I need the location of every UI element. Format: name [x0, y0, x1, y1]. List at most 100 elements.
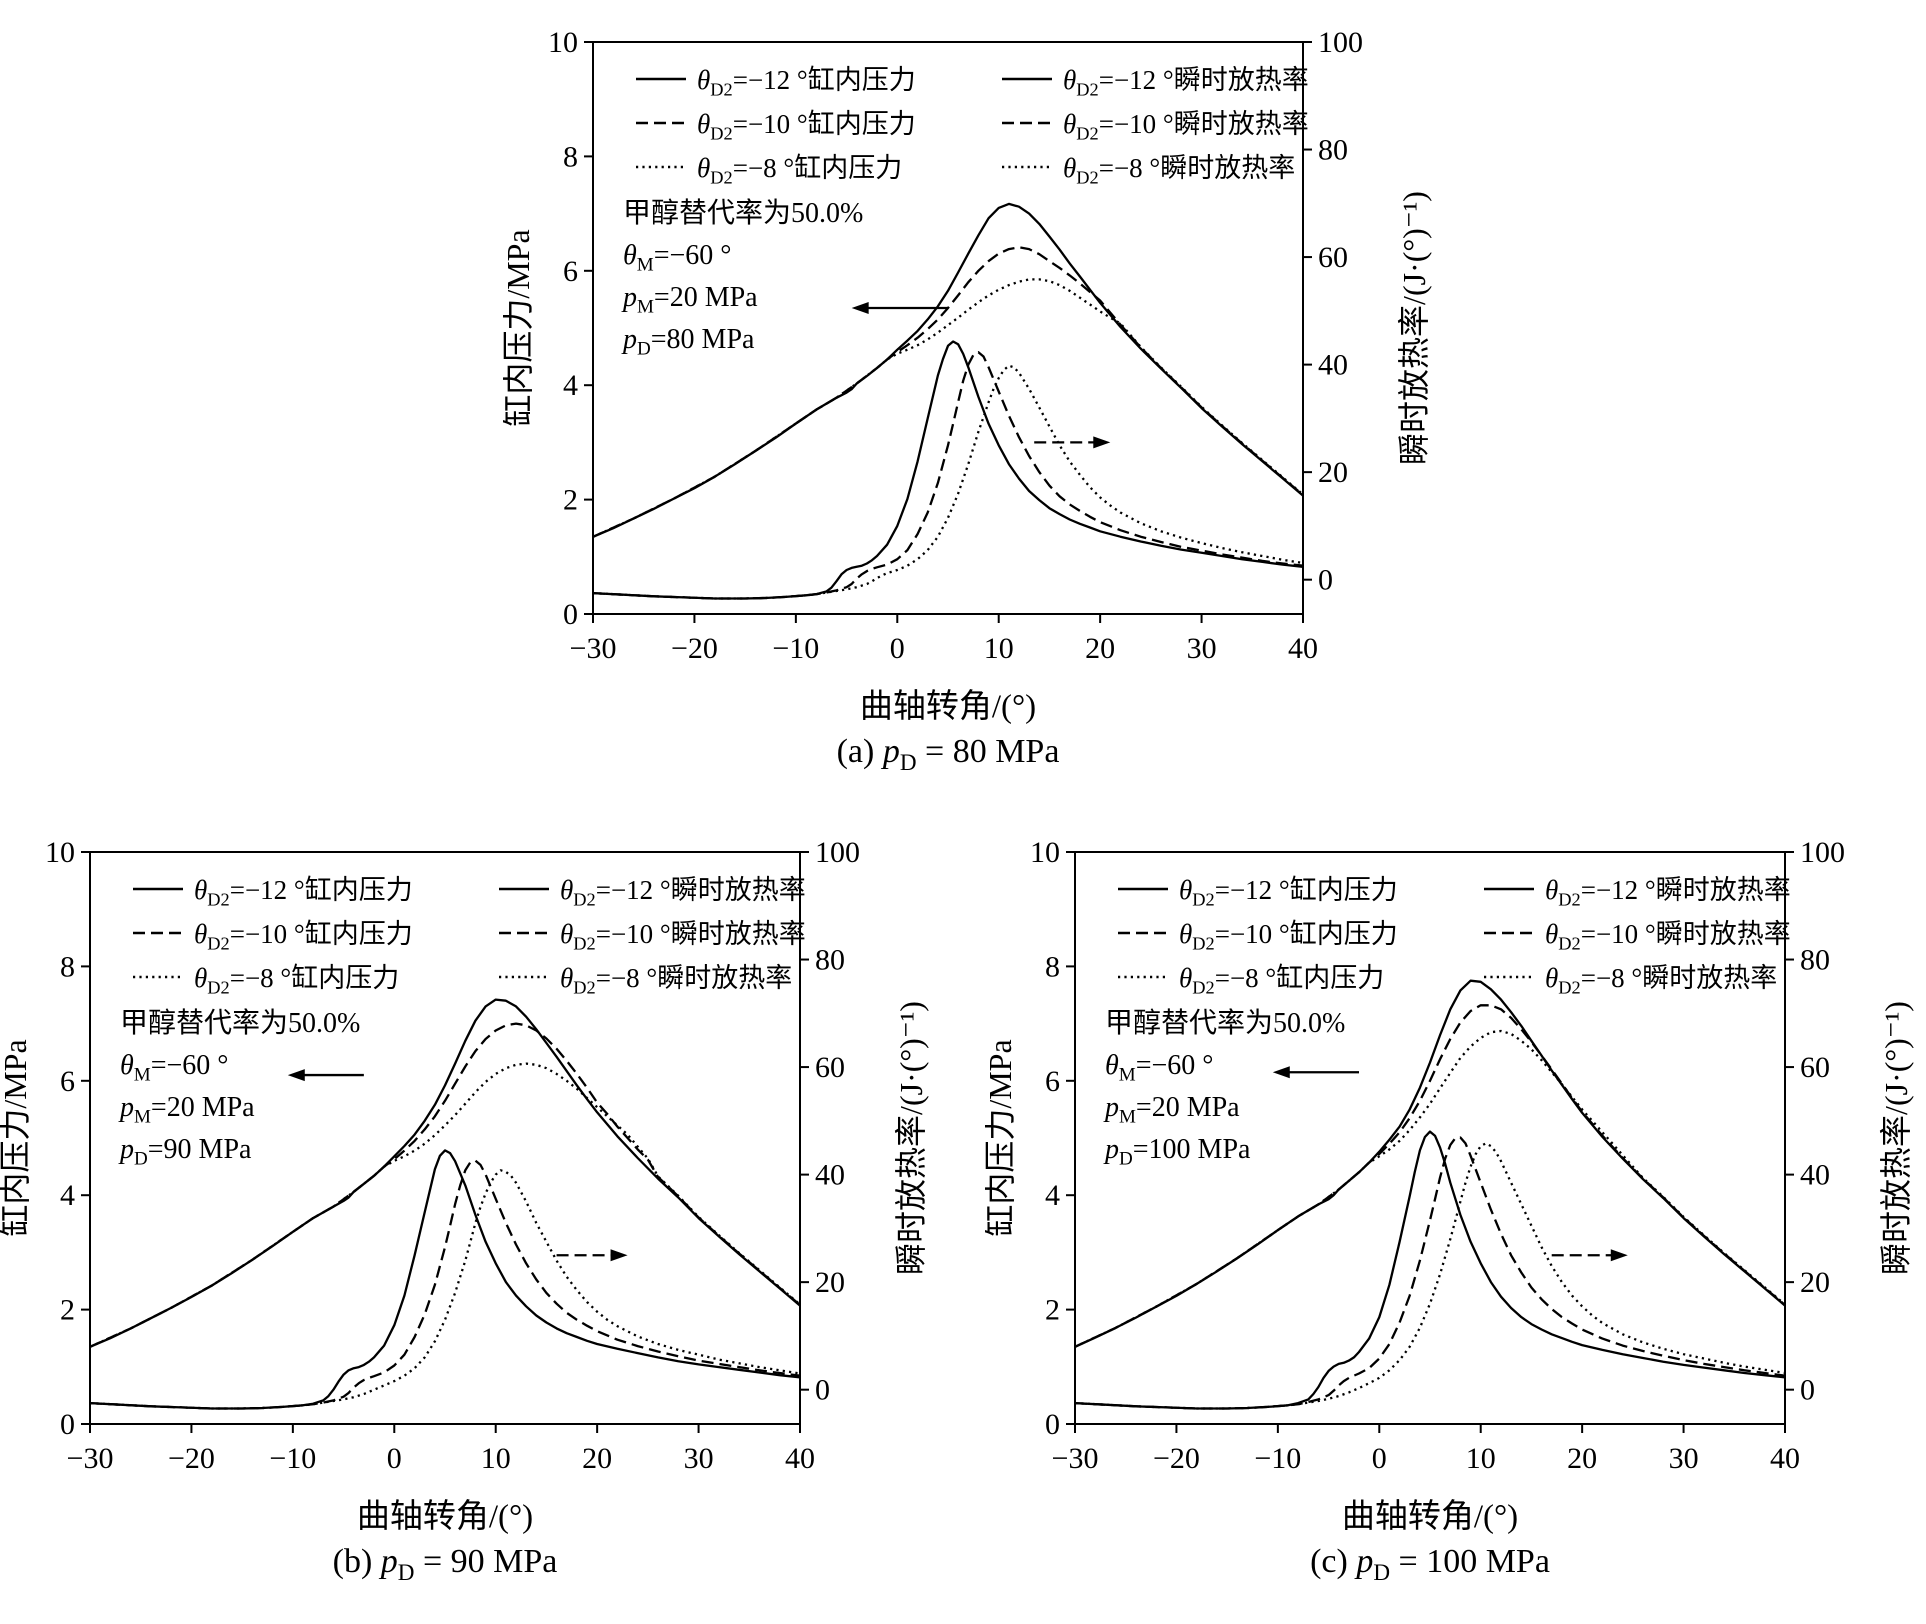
legend-line-dashed-icon — [1002, 121, 1052, 125]
subfigure-caption-c: (c) pD = 100 MPa — [1310, 1543, 1550, 1586]
x-tick-label: 40 — [785, 1442, 815, 1475]
axes-frame — [592, 41, 1304, 615]
annotation-line: 甲醇替代率为50.0% — [623, 198, 864, 229]
y-right-tick-label: 20 — [1800, 1266, 1830, 1299]
x-axis-label: 曲轴转角/(°) — [1342, 1498, 1518, 1535]
annotation-line: θM=−60 ° — [1105, 1050, 1214, 1086]
y-right-tick-label: 80 — [1318, 134, 1348, 167]
arrow-head-icon — [851, 301, 869, 314]
legend-pressure: θD2=−12 °缸内压力 θD2=−10 °缸内压力 θD2=−8 °缸内压力 — [635, 57, 916, 189]
legend-item: θD2=−10 °缸内压力 — [1117, 911, 1398, 955]
legend-item: θD2=−8 °瞬时放热率 — [1483, 955, 1791, 999]
x-tick-label: 10 — [481, 1442, 511, 1475]
y-left-tick-label: 10 — [1030, 836, 1060, 869]
legend-label: θD2=−12 °缸内压力 — [1179, 874, 1398, 910]
y-axis-label-right: 瞬时放热率/(J·(°)⁻¹) — [1396, 191, 1432, 465]
legend-line-dotted-icon — [1118, 975, 1168, 979]
legend-item: θD2=−8 °缸内压力 — [132, 955, 413, 999]
series-pressure_m8 — [89, 1062, 801, 1348]
x-tick-label: 20 — [1085, 632, 1115, 665]
y-axis-label-right: 瞬时放热率/(J·(°)⁻¹) — [1878, 1001, 1914, 1275]
legend-item: θD2=−10 °瞬时放热率 — [1001, 101, 1309, 145]
legend-item: θD2=−8 °缸内压力 — [635, 145, 916, 189]
x-tick-label: −20 — [671, 632, 718, 665]
legend-item: θD2=−12 °瞬时放热率 — [1001, 57, 1309, 101]
chart-a: −30 −20 −10 0 10 20 30 40 0 2 4 6 8 10 0 20 40 60 80 100 缸内压… — [503, 17, 1453, 807]
y-right-tick-label: 60 — [1318, 241, 1348, 274]
legend-line-solid-icon — [1118, 887, 1168, 891]
y-axis-label-left: 缸内压力/MPa — [985, 1039, 1018, 1236]
legend-label: θD2=−12 °瞬时放热率 — [1063, 64, 1309, 100]
legend-line-solid-icon — [1484, 887, 1534, 891]
x-tick-label: 20 — [582, 1442, 612, 1475]
y-right-tick-label: 0 — [815, 1374, 830, 1407]
y-axis-label-left: 缸内压力/MPa — [0, 1039, 33, 1236]
y-left-tick-label: 0 — [563, 598, 578, 631]
legend-line-dotted-icon — [636, 165, 686, 169]
annotation-line: pM=20 MPa — [1105, 1092, 1240, 1128]
y-left-tick-label: 6 — [1045, 1065, 1060, 1098]
legend-label: θD2=−12 °缸内压力 — [194, 874, 413, 910]
annotation-line: pM=20 MPa — [120, 1092, 255, 1128]
series-pressure_m8 — [592, 278, 1304, 538]
series-hrr_m12 — [592, 340, 1304, 600]
subfigure-caption-a: (a) pD = 80 MPa — [836, 733, 1060, 776]
plot-svg-c: −30 −20 −10 0 10 20 30 400246810020406080100缸内压… — [985, 836, 1914, 1535]
legend-line-solid-icon — [636, 77, 686, 81]
y-left-tick-label: 8 — [60, 950, 75, 983]
y-right-tick-label: 20 — [1318, 456, 1348, 489]
y-left-tick-label: 10 — [45, 836, 75, 869]
plot-svg-b: −30 −20 −10 0 10 20 30 400246810020406080100缸内压… — [0, 836, 929, 1535]
y-right-tick-label: 0 — [1800, 1374, 1815, 1407]
series-hrr_m12 — [89, 1149, 801, 1410]
legend-line-dotted-icon — [1484, 975, 1534, 979]
legend-label: θD2=−10 °缸内压力 — [1179, 918, 1398, 954]
y-left-tick-label: 2 — [563, 484, 578, 517]
x-axis-label: 曲轴转角/(°) — [860, 688, 1036, 725]
y-right-tick-label: 100 — [815, 836, 860, 869]
y-left-tick-label: 6 — [563, 255, 578, 288]
legend-item: θD2=−12 °缸内压力 — [132, 867, 413, 911]
annotation-line: θM=−60 ° — [623, 240, 732, 276]
annotation-line: pM=20 MPa — [623, 282, 758, 318]
subfigure-caption-b: (b) pD = 90 MPa — [332, 1543, 558, 1586]
y-right-tick-label: 80 — [815, 944, 845, 977]
condition-annotations: 甲醇替代率为50.0% θM=−60 ° pM=20 MPa pD=100 MPa — [1105, 1003, 1345, 1171]
legend-heat-release: θD2=−12 °瞬时放热率 θD2=−10 °瞬时放热率 θD2=−8 °瞬时放热… — [1001, 57, 1309, 189]
annotation-line: pD=80 MPa — [623, 324, 755, 360]
legend-line-dashed-icon — [1484, 931, 1534, 935]
series-hrr_m8 — [89, 1169, 801, 1410]
legend-heat-release: θD2=−12 °瞬时放热率 θD2=−10 °瞬时放热率 θD2=−8 °瞬时放热… — [1483, 867, 1791, 999]
legend-line-solid-icon — [499, 887, 549, 891]
legend-line-dashed-icon — [1118, 931, 1168, 935]
annotation-line: pD=100 MPa — [1105, 1134, 1251, 1170]
y-axis-label-left: 缸内压力/MPa — [503, 229, 536, 426]
y-left-tick-label: 4 — [60, 1179, 75, 1212]
y-left-tick-label: 6 — [60, 1065, 75, 1098]
legend-line-solid-icon — [133, 887, 183, 891]
y-left-tick-label: 4 — [563, 369, 578, 402]
x-tick-label: 30 — [1669, 1442, 1699, 1475]
legend-item: θD2=−8 °瞬时放热率 — [1001, 145, 1309, 189]
x-tick-label: 40 — [1288, 632, 1318, 665]
legend-label: θD2=−10 °瞬时放热率 — [1545, 918, 1791, 954]
y-left-tick-label: 10 — [548, 26, 578, 59]
chart-c: −30 −20 −10 0 10 20 30 40 0 2 4 6 8 10 0 20 40 60 80 100 缸内压… — [985, 827, 1926, 1617]
legend-item: θD2=−8 °瞬时放热率 — [498, 955, 806, 999]
y-right-tick-label: 60 — [815, 1051, 845, 1084]
x-tick-label: 0 — [1372, 1442, 1387, 1475]
series-pressure_m10 — [1074, 1004, 1786, 1348]
annotation-line: 甲醇替代率为50.0% — [120, 1008, 361, 1039]
x-tick-label: 10 — [984, 632, 1014, 665]
legend-line-dotted-icon — [499, 975, 549, 979]
y-right-tick-label: 60 — [1800, 1051, 1830, 1084]
y-right-tick-label: 0 — [1318, 564, 1333, 597]
y-left-tick-label: 0 — [1045, 1408, 1060, 1441]
y-right-tick-label: 20 — [815, 1266, 845, 1299]
legend-label: θD2=−12 °瞬时放热率 — [1545, 874, 1791, 910]
series-hrr_m12 — [1074, 1130, 1786, 1410]
x-tick-label: 40 — [1770, 1442, 1800, 1475]
y-right-tick-label: 100 — [1318, 26, 1363, 59]
x-tick-label: 20 — [1567, 1442, 1597, 1475]
